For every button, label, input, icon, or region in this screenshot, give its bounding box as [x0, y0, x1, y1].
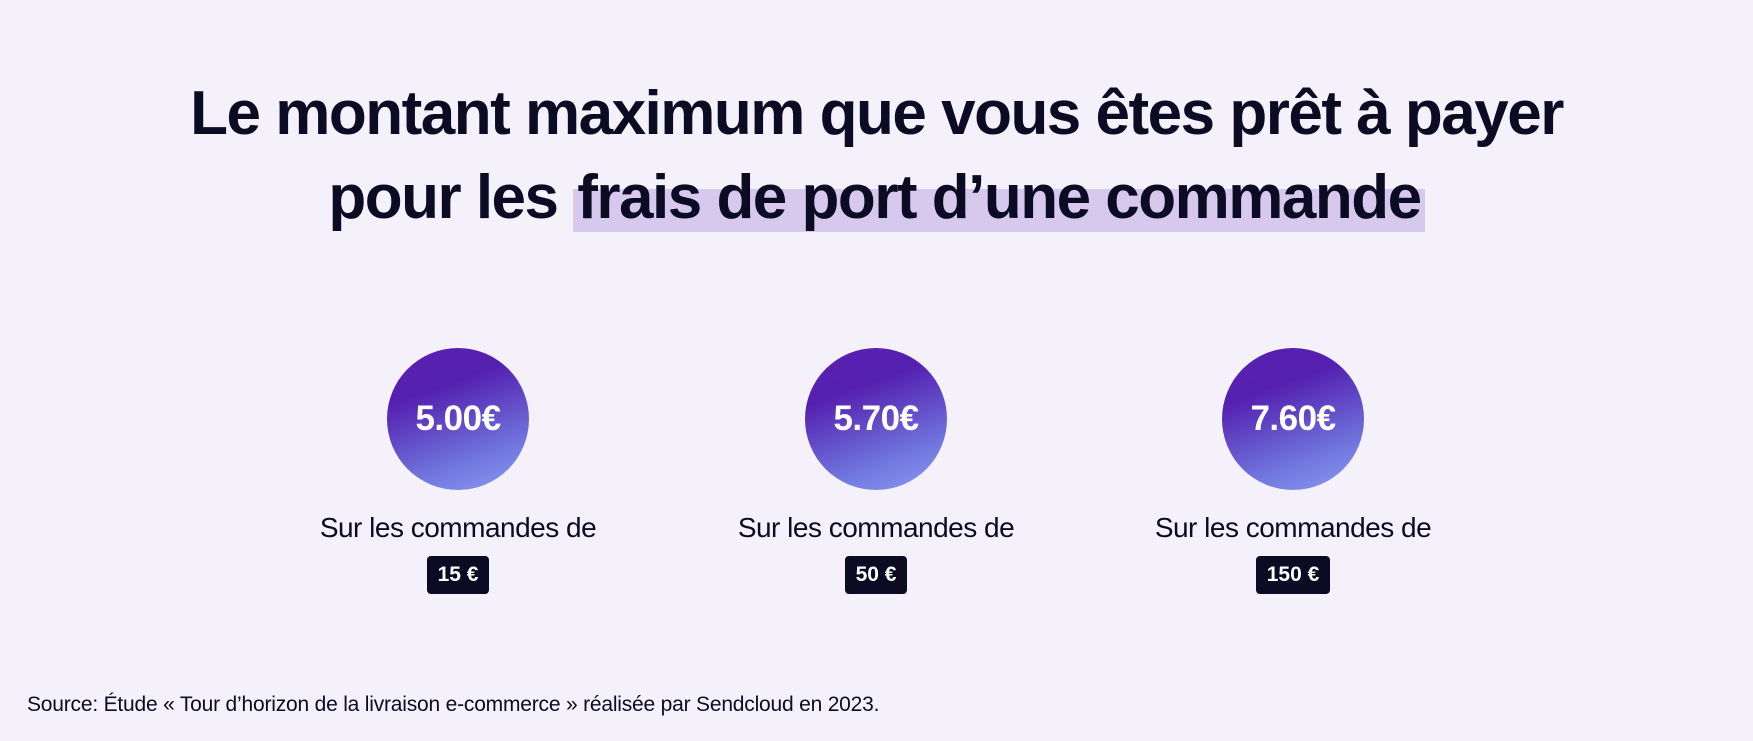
- stat-card-150: 7.60€ Sur les commandes de 150 €: [1113, 348, 1473, 594]
- order-value-badge: 15 €: [426, 556, 490, 594]
- source-note: Source: Étude « Tour d’horizon de la liv…: [27, 693, 880, 716]
- amount-circle: 5.00€: [387, 348, 529, 490]
- stat-label: Sur les commandes de: [737, 512, 1015, 543]
- title-line-1: Le montant maximum que vous êtes prêt à …: [190, 79, 1564, 148]
- title-line-2: pour les: [328, 163, 574, 232]
- order-value-badge: 50 €: [844, 556, 908, 594]
- stat-label: Sur les commandes de: [1154, 512, 1432, 543]
- page-title: Le montant maximum que vous êtes prêt à …: [0, 72, 1753, 240]
- amount-circle: 5.70€: [805, 348, 947, 490]
- title-highlight: frais de port d’une commande: [573, 163, 1425, 232]
- order-value-badge: 150 €: [1255, 556, 1331, 594]
- stat-card-15: 5.00€ Sur les commandes de 15 €: [278, 348, 638, 594]
- stat-card-50: 5.70€ Sur les commandes de 50 €: [696, 348, 1056, 594]
- stat-label: Sur les commandes de: [319, 512, 597, 543]
- amount-circle: 7.60€: [1222, 348, 1364, 490]
